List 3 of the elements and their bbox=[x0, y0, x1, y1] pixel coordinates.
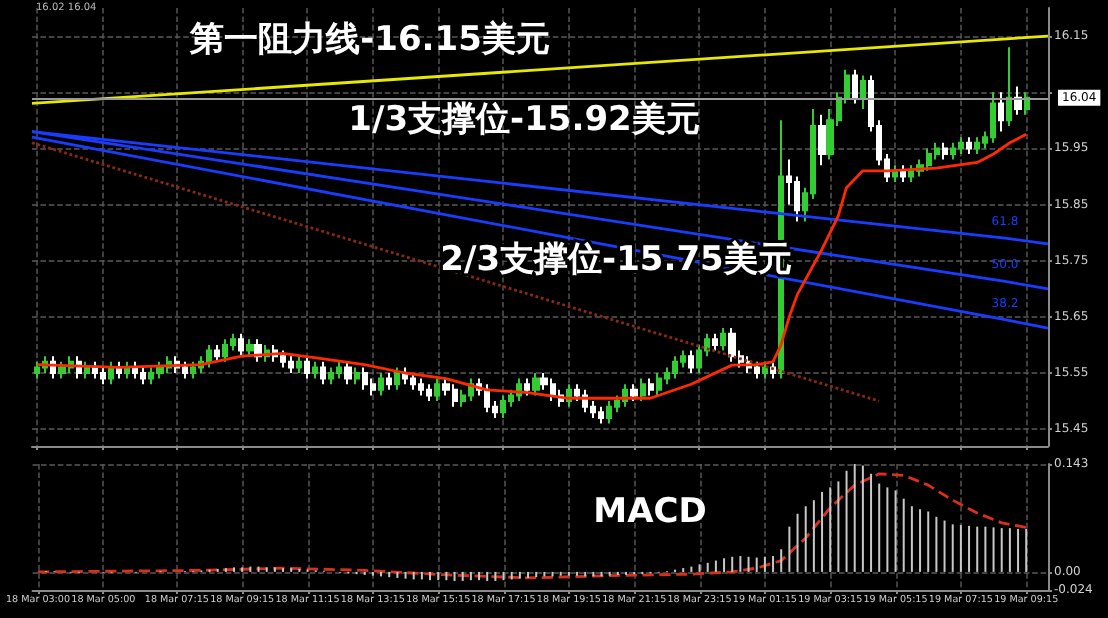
annotation: 第一阻力线-16.15美元 bbox=[188, 20, 550, 60]
annotation: 1/3支撑位-15.92美元 bbox=[348, 100, 700, 140]
annotation: MACD bbox=[593, 492, 707, 532]
